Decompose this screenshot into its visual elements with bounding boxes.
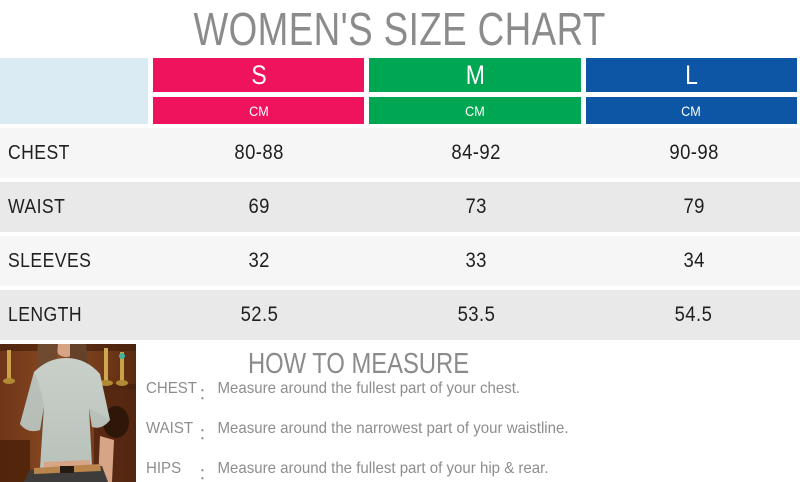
size-header-l-label: L — [684, 59, 698, 90]
row-label-length: LENGTH — [8, 303, 83, 326]
unit-cell-m-label: CM — [465, 102, 485, 119]
measure-colon: ： — [198, 466, 214, 482]
row-label-waist: WAIST — [8, 195, 66, 218]
unit-cell-m: CM — [369, 97, 581, 124]
measure-text-chest: Measure around the fullest part of your … — [217, 380, 521, 397]
length-value-l: 54.5 — [674, 303, 713, 326]
how-to-measure-heading: HOW TO MEASURE — [248, 348, 470, 380]
table-row-waist: WAIST 69 73 79 — [0, 182, 800, 232]
unit-cell-s: CM — [153, 97, 365, 124]
table-corner-cell — [0, 58, 148, 124]
sleeves-value-s: 32 — [248, 249, 270, 272]
measure-text-waist: Measure around the narrowest part of you… — [217, 420, 569, 437]
measure-text-hips: Measure around the fullest part of your … — [217, 460, 549, 477]
measure-colon: ： — [198, 386, 214, 403]
unit-cell-s-label: CM — [248, 102, 269, 119]
model-photo — [0, 344, 136, 482]
measure-label-waist: WAIST — [146, 420, 194, 437]
row-label-chest: CHEST — [8, 141, 70, 164]
sleeves-value-m: 33 — [465, 249, 488, 272]
row-label-sleeves: SLEEVES — [8, 249, 92, 272]
table-row-chest: CHEST 80-88 84-92 90-98 — [0, 128, 800, 178]
size-header-s: S — [153, 58, 365, 92]
measure-label-chest: CHEST — [146, 380, 197, 397]
table-row-length: LENGTH 52.5 53.5 54.5 — [0, 290, 800, 340]
measure-item-waist: WAIST ： Measure around the narrowest par… — [146, 420, 748, 444]
chest-value-m: 84-92 — [451, 141, 502, 164]
size-header-s-label: S — [251, 59, 267, 90]
unit-cell-l: CM — [585, 97, 797, 124]
size-header-m-label: M — [465, 59, 485, 90]
length-value-s: 52.5 — [240, 303, 279, 326]
chest-value-l: 90-98 — [669, 141, 719, 164]
size-table-header: S M L CM CM CM — [0, 58, 797, 124]
page-title: WOMEN'S SIZE CHART — [0, 2, 800, 55]
measure-label-hips: HIPS — [146, 460, 182, 477]
size-header-l: L — [585, 58, 797, 92]
measure-item-hips: HIPS ： Measure around the fullest part o… — [146, 460, 748, 482]
size-table-body: CHEST 80-88 84-92 90-98 WAIST 69 73 — [0, 128, 800, 344]
sleeves-value-l: 34 — [683, 249, 705, 272]
measure-colon: ： — [198, 426, 214, 443]
waist-value-l: 79 — [683, 195, 705, 218]
waist-value-s: 69 — [248, 195, 270, 218]
waist-value-m: 73 — [465, 195, 488, 218]
page-title-text: WOMEN'S SIZE CHART — [193, 3, 607, 55]
unit-cell-l-label: CM — [681, 102, 702, 119]
length-value-m: 53.5 — [457, 303, 496, 326]
model-photo-image — [0, 344, 136, 482]
measure-instructions: CHEST ： Measure around the fullest part … — [146, 380, 786, 482]
table-row-sleeves: SLEEVES 32 33 34 — [0, 236, 800, 286]
size-header-m: M — [369, 58, 581, 92]
measure-item-chest: CHEST ： Measure around the fullest part … — [146, 380, 748, 404]
chest-value-s: 80-88 — [234, 141, 284, 164]
